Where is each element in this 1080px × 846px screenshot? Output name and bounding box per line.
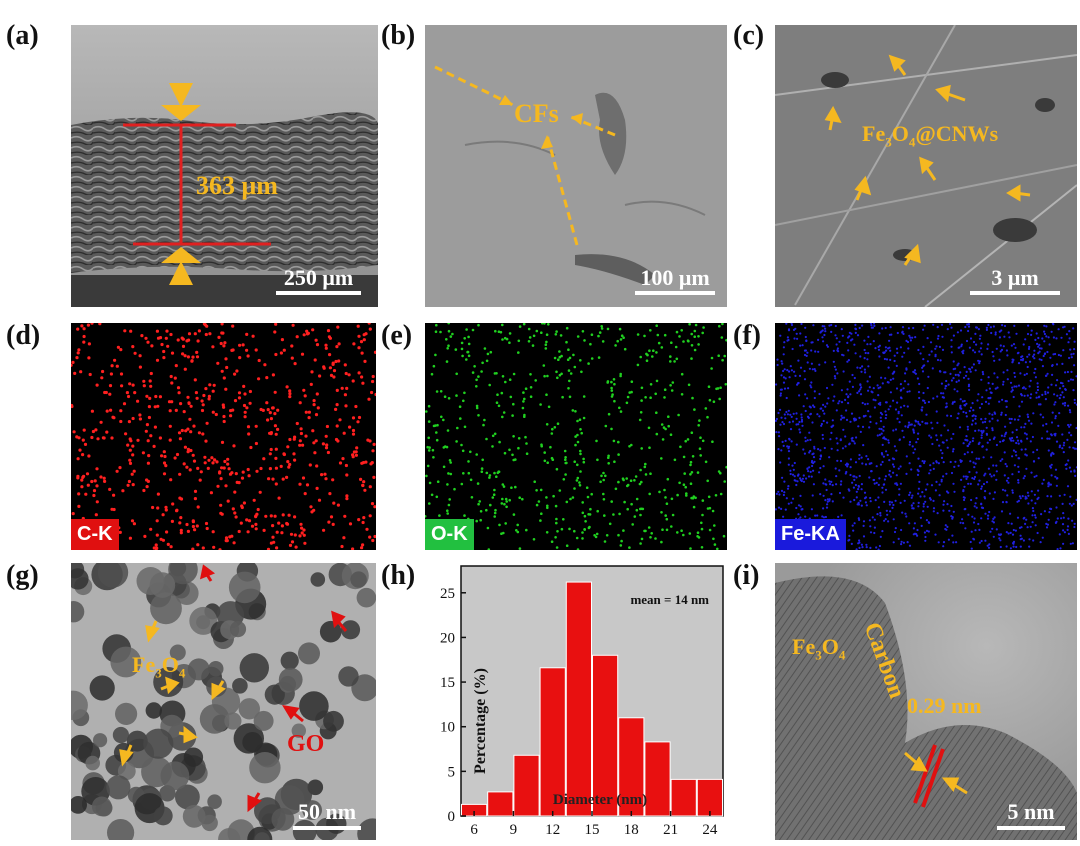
cross-section-graphic — [71, 25, 378, 307]
histogram-panel: 6 9 12 15 18 21 24 0 5 10 15 20 25 Diameter (nm) Perce… — [415, 558, 733, 846]
eds-map-oxygen: O-K — [425, 323, 727, 550]
carbon-dots — [71, 323, 376, 550]
element-label-iron: Fe-KA — [775, 519, 846, 550]
x-tick-label-24: 24 — [702, 822, 718, 838]
histogram-bar-8 — [487, 791, 514, 817]
y-tick-label-25: 25 — [440, 586, 455, 602]
panel-label-c: (c) — [733, 20, 765, 51]
histogram-bar-10 — [513, 754, 540, 817]
y-axis-label: Percentage (%) — [472, 668, 489, 774]
element-label-oxygen: O-K — [425, 519, 474, 550]
x-tick-label-15: 15 — [585, 822, 600, 838]
y-tick-label-5: 5 — [448, 764, 456, 780]
fe3o4-cnws-label: Fe3O4@CNWs — [862, 121, 999, 150]
mean-annotation: mean = 14 nm — [630, 592, 709, 607]
x-tick-label-9: 9 — [510, 822, 518, 838]
tem-particles-graphic — [71, 563, 376, 840]
scale-bar-label-c: 3 μm — [991, 265, 1039, 290]
sem-image-cfs: CFs 100 μm — [425, 25, 727, 307]
nanowires-graphic — [775, 25, 1077, 307]
x-axis-label: Diameter (nm) — [553, 792, 647, 808]
histogram-bar-18 — [618, 717, 645, 817]
scale-bar-label-g: 50 nm — [297, 799, 357, 824]
diameter-histogram: 6 9 12 15 18 21 24 0 5 10 15 20 25 Diameter (nm) Perce… — [440, 565, 724, 838]
eds-map-iron: Fe-KA — [775, 323, 1077, 550]
x-tick-label-12: 12 — [545, 822, 560, 838]
oxygen-dots — [425, 323, 727, 550]
thickness-label: 363 μm — [196, 171, 278, 200]
panel-label-b: (b) — [381, 20, 416, 51]
x-tick-label-18: 18 — [624, 822, 639, 838]
hrtem-image: Fe3O4 Carbon 0.29 nm 5 nm — [775, 563, 1077, 840]
iron-dots — [775, 323, 1077, 550]
eds-map-carbon: C-K — [71, 323, 376, 550]
panel-label-d: (d) — [6, 320, 41, 351]
histogram-bar-16 — [592, 654, 619, 817]
histogram-bar-20 — [644, 741, 671, 817]
panel-label-h: (h) — [381, 560, 416, 591]
cfs-label: CFs — [514, 99, 559, 128]
sem-image-cross-section: 363 μm 250 μm — [71, 25, 378, 307]
scale-bar-label-i: 5 nm — [1007, 799, 1055, 824]
x-tick-label-21: 21 — [663, 822, 678, 838]
panel-label-e: (e) — [381, 320, 413, 351]
histogram-bar-12 — [539, 667, 566, 817]
sem-image-nanowires: Fe3O4@CNWs 3 μm — [775, 25, 1077, 307]
y-tick-label-10: 10 — [440, 720, 455, 736]
hrtem-graphic — [775, 563, 1077, 840]
scale-bar-label-b: 100 μm — [640, 265, 710, 290]
x-tick-label-6: 6 — [470, 822, 478, 838]
go-label: GO — [287, 731, 325, 757]
element-label-carbon: C-K — [71, 519, 119, 550]
panel-label-f: (f) — [733, 320, 761, 351]
scale-bar-label-a: 250 μm — [283, 265, 354, 290]
y-tick-label-0: 0 — [448, 809, 456, 825]
cfs-graphic — [434, 65, 715, 295]
fe3o4-label-i: Fe3O4 — [792, 634, 846, 663]
tem-g-arrows — [119, 564, 361, 830]
panel-label-i: (i) — [733, 560, 760, 591]
tem-image-fe3o4-go: Fe3O4 GO 50 nm — [71, 563, 376, 840]
histogram-bar-22 — [670, 778, 697, 817]
y-tick-label-20: 20 — [440, 630, 455, 646]
y-tick-label-15: 15 — [440, 675, 455, 691]
fe3o4-label-g: Fe3O4 — [132, 652, 186, 681]
lattice-spacing-label: 0.29 nm — [907, 693, 982, 718]
panel-label-a: (a) — [6, 20, 39, 51]
panel-label-g: (g) — [6, 560, 39, 591]
histogram-bar-24 — [696, 778, 723, 817]
histogram-bar-14 — [565, 581, 593, 817]
